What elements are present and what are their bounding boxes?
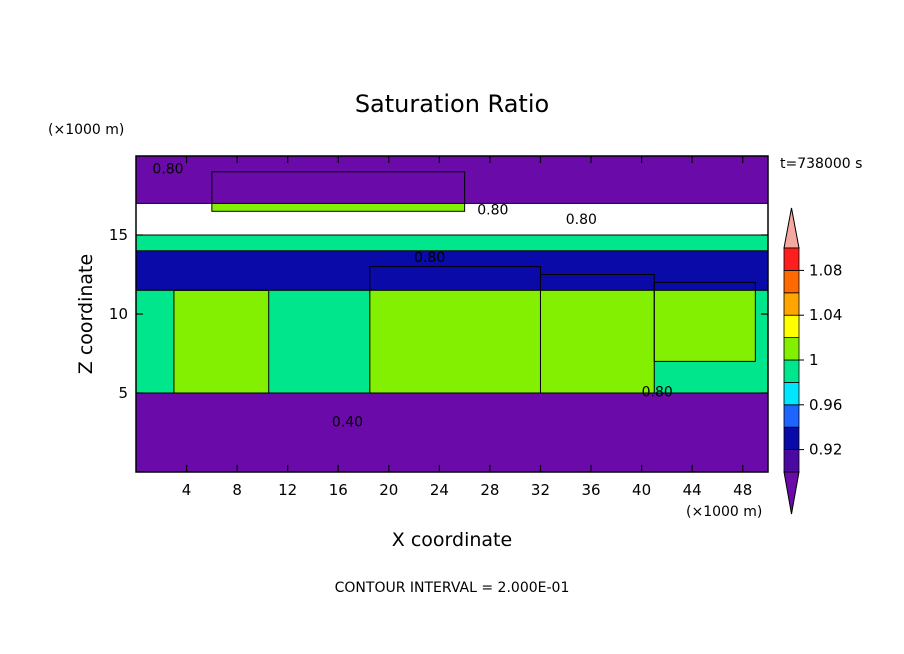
colorbar: 0.92 0.96 1 1.04 1.08 [783,207,842,515]
contour-label-3: 0.80 [414,250,445,266]
y-tick-label-10: 10 [109,305,128,323]
x-tick-label-12: 12 [278,481,297,499]
x-tick-label-44: 44 [683,481,702,499]
x-tick-label-20: 20 [379,481,398,499]
x-tick-label-48: 48 [733,481,752,499]
colorbar-segment-7 [783,292,800,316]
colorbar-segment-8 [783,269,800,294]
colorbar-segment-3 [783,381,800,406]
field-region-8 [136,156,768,204]
x-tick-label-16: 16 [329,481,348,499]
x-tick-label-4: 4 [182,481,192,499]
y-tick-label-5: 5 [118,384,128,402]
contour-label-2: 0.80 [566,212,597,228]
colorbar-tick-label-2: 1 [809,351,819,369]
colorbar-segment-1 [783,426,800,451]
chart-title: Saturation Ratio [355,90,549,118]
contour-label-5: 0.40 [332,414,363,430]
x-tick-label-36: 36 [581,481,600,499]
colorbar-segment-0 [783,449,800,473]
contour-line-7 [211,171,466,212]
y-axis-ticks: 5 10 15 [109,226,768,402]
field-region-5 [654,282,756,362]
field-region-2 [173,290,269,393]
contour-interval-note: CONTOUR INTERVAL = 2.000E-01 [335,580,570,596]
contour-lines [136,156,768,394]
colorbar-segment-5 [783,337,800,361]
x-tick-label-40: 40 [632,481,651,499]
contour-labels: 0.80 0.80 0.80 0.80 0.80 0.40 [152,162,672,431]
colorbar-over-triangle [783,207,800,249]
colorbar-tick-label-1: 0.96 [809,396,842,414]
field-region-4 [540,274,655,393]
y-unit-label: (×1000 m) [48,122,124,138]
contour-label-0: 0.80 [152,162,183,178]
colorbar-tick-label-0: 0.92 [809,441,842,459]
field-region-6 [136,250,768,291]
x-axis-ticks: 4 8 12 16 20 24 28 32 36 40 44 48 [182,156,752,499]
plot-area [136,156,768,472]
x-tick-label-28: 28 [480,481,499,499]
x-unit-label: (×1000 m) [686,504,762,520]
x-tick-label-8: 8 [232,481,242,499]
time-label: t=738000 s [780,156,862,172]
y-axis-label: Z coordinate [75,254,97,374]
colorbar-tick-label-4: 1.08 [809,261,842,279]
field-regions [136,156,768,472]
contour-label-4: 0.80 [642,384,673,400]
field-region-0 [136,393,768,472]
x-axis-label: X coordinate [392,529,512,551]
colorbar-under-triangle [783,471,800,515]
x-tick-label-32: 32 [531,481,550,499]
x-tick-label-24: 24 [430,481,449,499]
colorbar-segment-9 [783,247,800,271]
contour-line-6 [136,250,768,291]
y-tick-label-15: 15 [109,226,128,244]
colorbar-tick-label-3: 1.04 [809,306,842,324]
colorbar-segment-4 [783,359,800,383]
contour-line-5 [653,281,756,362]
contour-label-1: 0.80 [477,203,508,219]
colorbar-segment-2 [783,404,800,428]
contour-line-8 [136,156,768,204]
colorbar-segment-6 [783,314,800,339]
